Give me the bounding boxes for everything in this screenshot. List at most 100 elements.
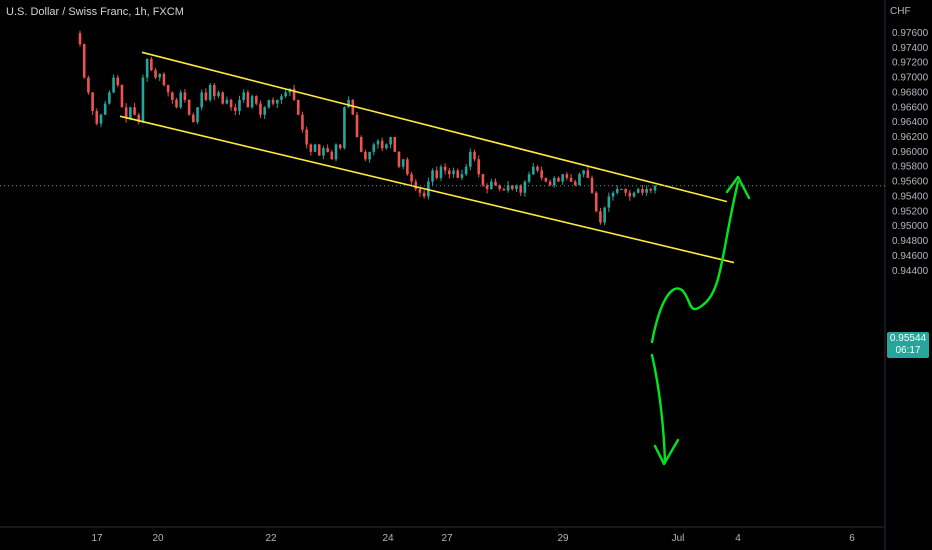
candle-body: [649, 189, 653, 191]
candle-body: [124, 107, 128, 119]
candle-body: [192, 114, 195, 123]
candle-body: [141, 77, 145, 123]
time-tick-label: 29: [557, 533, 569, 544]
candle-body: [406, 159, 409, 175]
price-tick-label: 0.94400: [892, 266, 929, 277]
price-tick-label: 0.96400: [892, 117, 929, 128]
candle-body: [78, 33, 82, 45]
candle-body: [208, 85, 212, 100]
candle-body: [481, 174, 485, 186]
channel-lower-line[interactable]: [119, 115, 735, 264]
candle-body: [204, 92, 208, 100]
candle-body: [410, 174, 413, 182]
candle-body: [544, 177, 548, 182]
candle-body: [271, 99, 275, 104]
candle-body: [389, 137, 392, 145]
forecast-arrows-drawing[interactable]: [650, 175, 751, 466]
channel-upper-line[interactable]: [141, 51, 728, 203]
candle-body: [187, 99, 191, 115]
candle-body: [565, 174, 569, 178]
candle-body: [95, 111, 99, 124]
candle-body: [401, 159, 405, 167]
time-tick-label: 22: [265, 533, 277, 544]
price-tick-label: 0.96200: [892, 132, 929, 143]
candle-body: [250, 96, 254, 108]
candle-body: [326, 148, 329, 152]
time-tick-label: 20: [152, 533, 164, 544]
candle-body: [103, 103, 107, 115]
price-tick-label: 0.95600: [892, 177, 929, 188]
price-tick-label: 0.94800: [892, 236, 929, 247]
candle-body: [536, 166, 539, 171]
candle-body: [540, 170, 543, 178]
price-tick-label: 0.97600: [892, 28, 929, 39]
candle-body: [120, 85, 124, 108]
candlestick-series: [78, 30, 657, 226]
price-tick-label: 0.97000: [892, 73, 929, 84]
candle-body: [641, 189, 644, 193]
bearish-forecast-arrow[interactable]: [650, 353, 667, 464]
candle-body: [301, 114, 304, 130]
time-tick-label: 24: [382, 533, 394, 544]
candle-body: [527, 174, 531, 182]
candle-body: [150, 59, 153, 71]
candle-body: [166, 85, 170, 93]
candle-body: [267, 99, 271, 108]
descending-channel-drawing[interactable]: [119, 51, 735, 264]
candle-body: [582, 170, 585, 175]
candle-body: [162, 73, 166, 86]
candle-body: [334, 144, 338, 160]
candle-body: [275, 99, 279, 104]
candle-body: [309, 144, 313, 152]
time-axis[interactable]: 17 20 22 24 27 29 Jul 4 6: [91, 533, 855, 544]
arrow-head-up-icon: [725, 175, 751, 200]
candle-body: [129, 107, 132, 119]
symbol-title[interactable]: U.S. Dollar / Swiss Franc, 1h, FXCM: [6, 6, 184, 18]
candle-body: [569, 177, 573, 182]
candle-body: [338, 144, 342, 149]
candle-body: [557, 177, 560, 182]
candle-body: [586, 170, 590, 178]
candle-body: [91, 92, 94, 112]
candle-body: [317, 144, 321, 156]
bar-countdown: 06:17: [895, 345, 921, 356]
candle-body: [233, 107, 237, 112]
candle-body: [494, 181, 497, 186]
candle-body: [263, 107, 266, 115]
candle-body: [99, 114, 103, 124]
candle-body: [259, 103, 262, 115]
price-tick-label: 0.96600: [892, 102, 929, 113]
candle-body: [229, 99, 233, 108]
candle-body: [296, 99, 300, 115]
candle-body: [225, 99, 229, 104]
price-tick-label: 0.95200: [892, 206, 929, 217]
candle-body: [519, 185, 522, 193]
candle-body: [380, 140, 384, 149]
candle-body: [477, 159, 481, 175]
candle-body: [87, 77, 90, 93]
candle-body: [506, 185, 510, 191]
candle-body: [422, 192, 426, 197]
candle-body: [171, 92, 174, 100]
candle-body: [552, 177, 556, 186]
candle-body: [653, 185, 657, 191]
bullish-forecast-arrow[interactable]: [650, 180, 740, 344]
candle-body: [473, 151, 476, 160]
price-tick-label: 0.96800: [892, 87, 929, 98]
candle-body: [221, 92, 225, 104]
candle-body: [414, 181, 418, 190]
candle-body: [464, 166, 468, 175]
candle-body: [364, 151, 367, 160]
candle-body: [594, 192, 598, 212]
candle-body: [510, 185, 514, 190]
candle-body: [607, 196, 611, 208]
candle-body: [611, 192, 615, 197]
candle-body: [460, 174, 464, 178]
price-tick-label: 0.95000: [892, 221, 929, 232]
candle-body: [137, 114, 141, 123]
candle-body: [485, 185, 489, 190]
candle-body: [376, 140, 380, 145]
price-axis[interactable]: 0.97600 0.97400 0.97200 0.97000 0.96800 0.966…: [892, 28, 929, 277]
candle-body: [372, 144, 376, 152]
